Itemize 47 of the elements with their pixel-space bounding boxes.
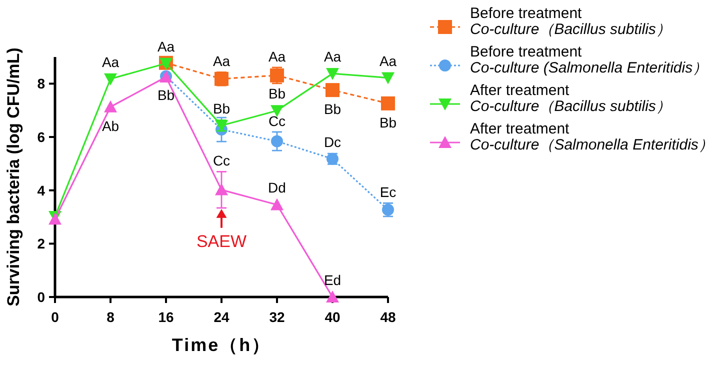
- legend-label: Before treatment Co-culture（Bacillus subtilis）: [470, 5, 671, 38]
- x-tick-label: 32: [269, 309, 285, 325]
- data-label: Aa: [268, 48, 286, 64]
- x-tick-label: 48: [380, 309, 396, 325]
- data-label: Dd: [268, 180, 286, 196]
- data-label: Aa: [379, 52, 397, 69]
- y-tick-label: 2: [37, 236, 46, 252]
- y-tick-label: 6: [37, 129, 46, 145]
- y-axis-title: Surviving bacteria (log CFU/mL): [4, 48, 23, 306]
- data-label: Dc: [324, 134, 342, 150]
- data-label: Cc: [268, 112, 286, 129]
- x-tick-label: 16: [158, 309, 174, 325]
- data-label: Aa: [102, 54, 120, 70]
- x-tick-label: 40: [324, 309, 340, 325]
- y-tick-label: 4: [37, 182, 46, 198]
- legend-label: Before treatment Co-culture (Salmonella Enteritidis）: [470, 44, 708, 76]
- y-tick-label: 8: [37, 76, 46, 92]
- x-tick-label: 8: [106, 309, 115, 325]
- data-label: Bb: [212, 100, 230, 117]
- data-label: Bb: [379, 114, 397, 130]
- point: [382, 72, 394, 84]
- x-tick-label: 0: [51, 309, 60, 325]
- data-label: Bb: [157, 87, 175, 104]
- data-label: Cc: [212, 152, 230, 169]
- data-label: Bb: [268, 86, 286, 102]
- data-label: Aa: [212, 53, 230, 70]
- x-axis-title: Time（h）: [172, 335, 272, 355]
- point: [326, 68, 339, 80]
- data-label: Ed: [324, 272, 342, 288]
- x-tick-label: 24: [214, 309, 230, 325]
- point: [326, 290, 339, 302]
- data-label: Aa: [157, 38, 175, 54]
- point: [104, 100, 117, 112]
- legend-label: After treatment Co-culture（Bacillus subtilis）: [470, 82, 671, 115]
- point: [326, 83, 340, 98]
- y-tick-label: 0: [37, 289, 46, 305]
- data-label: Ab: [102, 118, 120, 134]
- point: [271, 135, 283, 148]
- data-label: Ec: [380, 184, 396, 200]
- data-label: Aa: [324, 48, 342, 65]
- annotation: SAEW: [196, 232, 247, 251]
- point: [215, 183, 228, 196]
- data-label: Bb: [324, 101, 342, 118]
- point: [270, 198, 284, 210]
- legend-label: After treatment Co-culture（Salmonella Enteritidis）: [470, 120, 714, 154]
- point: [104, 73, 117, 86]
- point: [381, 96, 395, 110]
